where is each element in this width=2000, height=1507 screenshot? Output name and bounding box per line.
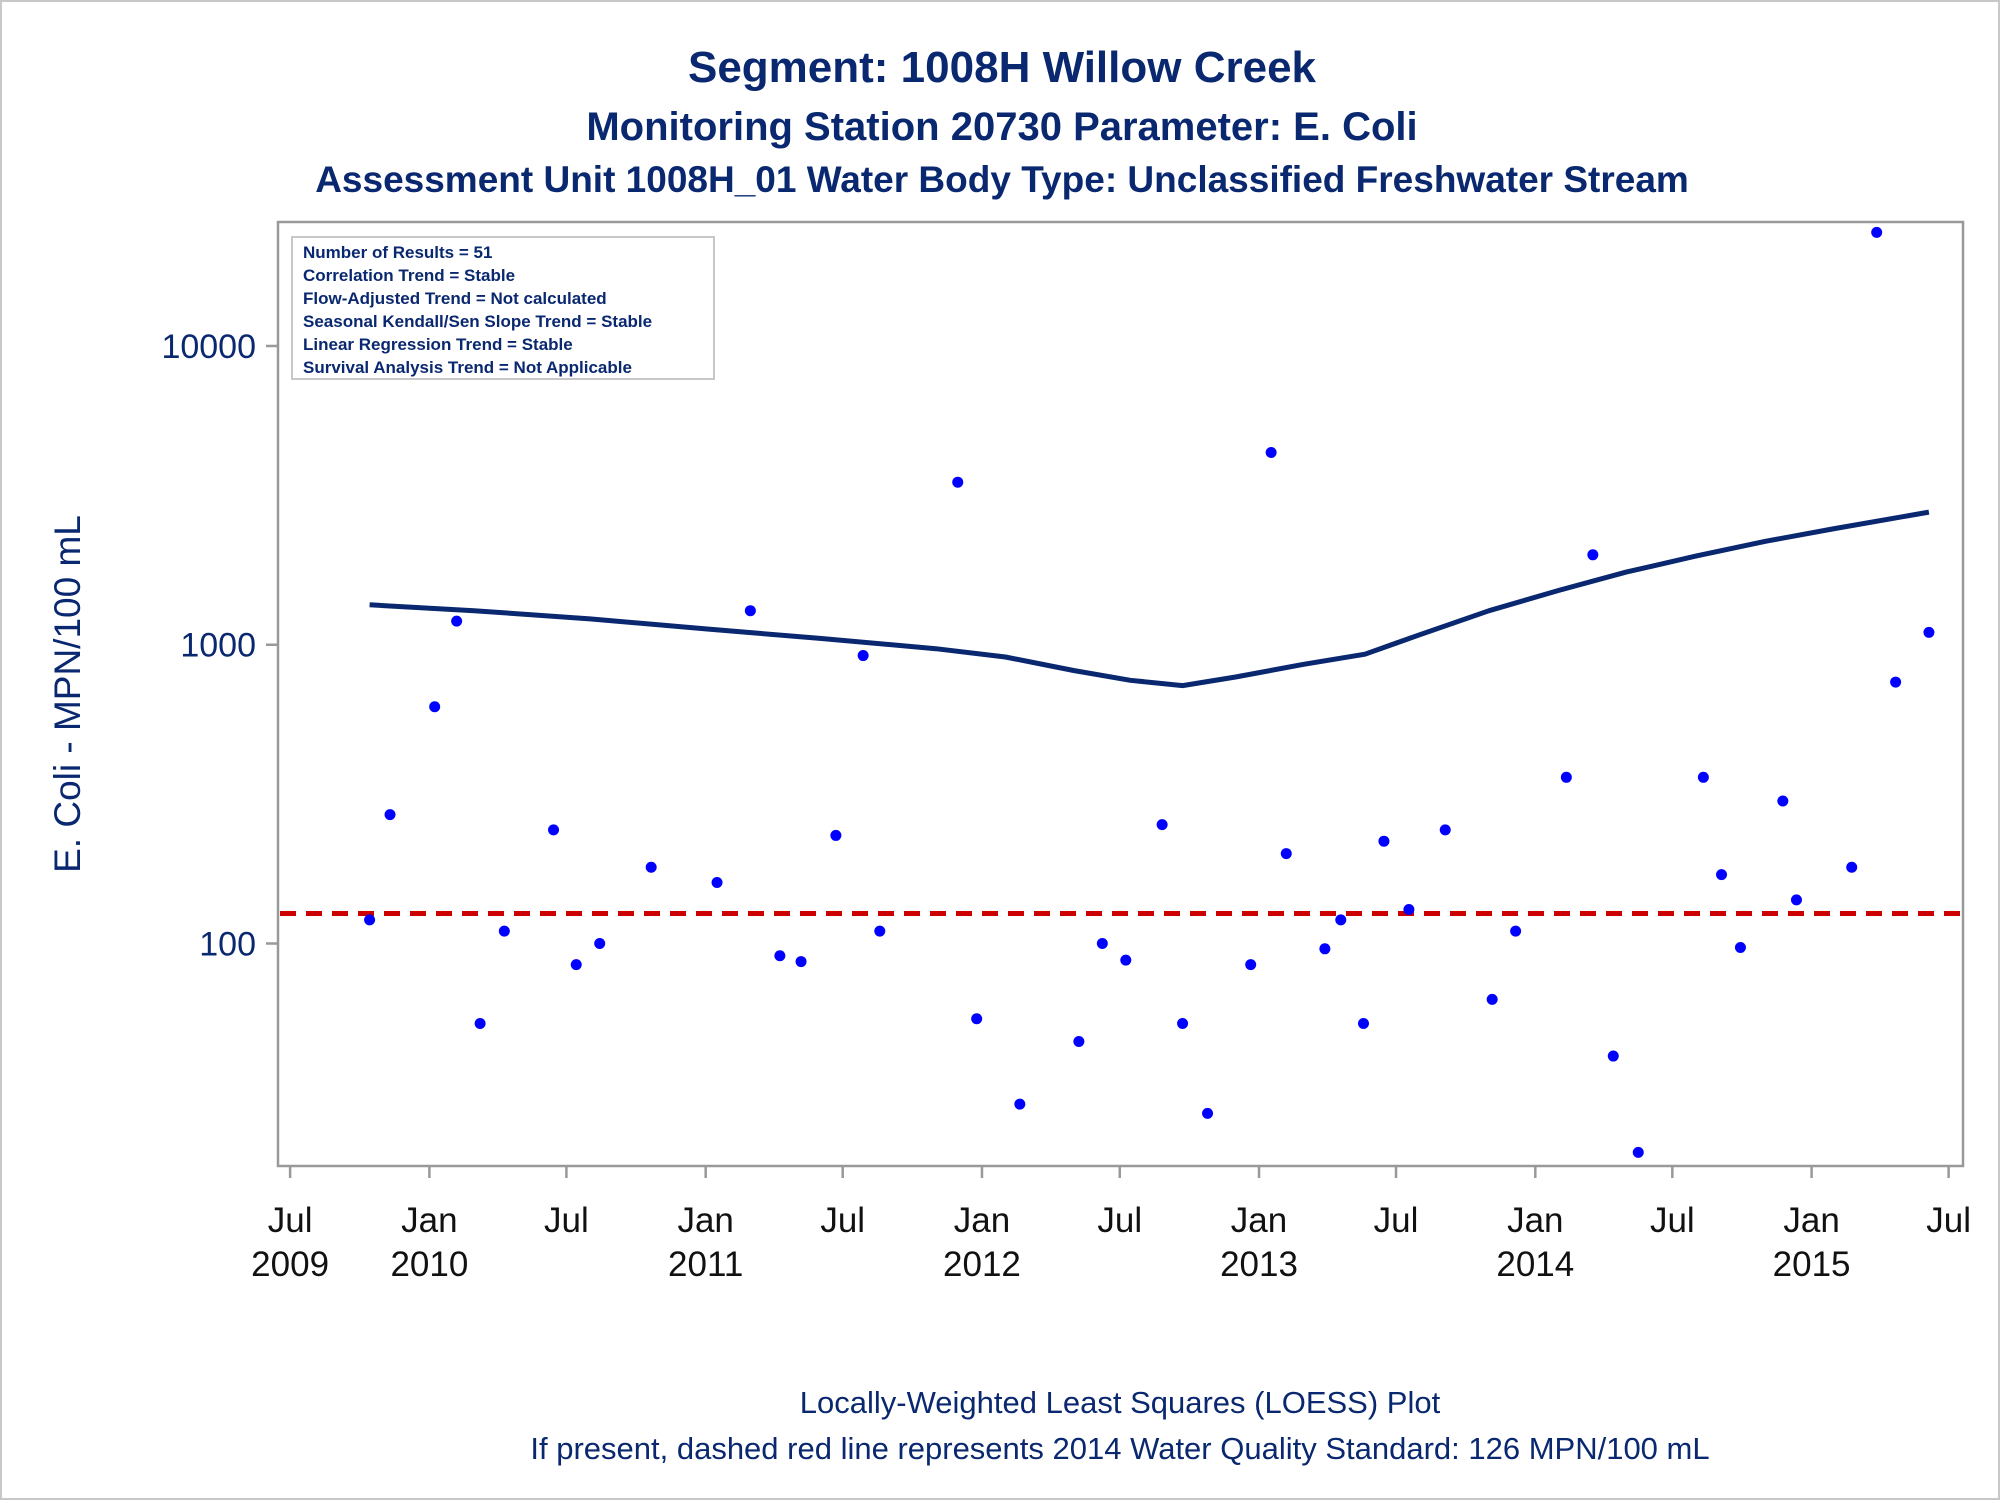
data-point [1790, 894, 1802, 906]
data-point [1120, 954, 1132, 966]
data-point [1632, 1146, 1644, 1158]
x-tick-month: Jul [1650, 1201, 1695, 1240]
data-point [498, 925, 510, 937]
data-point [570, 959, 582, 971]
data-point [1014, 1098, 1026, 1110]
data-point [1439, 824, 1451, 836]
x-tick-year: 2009 [251, 1245, 329, 1284]
data-point [1245, 959, 1257, 971]
x-tick-year: 2010 [390, 1245, 468, 1284]
data-point [474, 1017, 486, 1029]
x-tick-year: 2015 [1773, 1245, 1851, 1284]
y-tick-label: 100 [199, 926, 256, 964]
data-point [645, 861, 657, 873]
x-tick-month: Jan [1507, 1201, 1563, 1240]
data-point [857, 650, 869, 662]
info-line: Seasonal Kendall/Sen Slope Trend = Stabl… [303, 312, 652, 331]
data-point [1073, 1035, 1085, 1047]
data-point [429, 701, 441, 713]
data-point [1777, 795, 1789, 807]
data-point [364, 914, 376, 926]
x-tick-month: Jan [401, 1201, 457, 1240]
data-point [1486, 993, 1498, 1005]
x-tick-month: Jul [1097, 1201, 1142, 1240]
y-tick-label: 10000 [161, 328, 256, 366]
x-tick-month: Jan [1231, 1201, 1287, 1240]
x-tick-year: 2011 [668, 1245, 743, 1284]
trend-info-box: Number of Results = 51 Correlation Trend… [291, 236, 715, 380]
data-point [1587, 549, 1599, 561]
info-line: Correlation Trend = Stable [303, 266, 515, 285]
chart-title: Segment: 1008H Willow Creek [688, 43, 1317, 92]
data-point [1923, 626, 1935, 638]
info-line: Number of Results = 51 [303, 243, 492, 262]
footer-method: Locally-Weighted Least Squares (LOESS) P… [800, 1385, 1441, 1420]
y-axis-label: E. Coli - MPN/100 mL [47, 515, 88, 873]
data-point [1734, 941, 1746, 953]
data-point [1697, 771, 1709, 783]
data-point [1716, 869, 1728, 881]
data-point [971, 1013, 983, 1025]
info-line: Survival Analysis Trend = Not Applicable [303, 358, 632, 377]
data-point [1280, 848, 1292, 860]
x-tick-year: 2013 [1220, 1245, 1298, 1284]
x-tick-year: 2014 [1496, 1245, 1574, 1284]
data-point [1510, 925, 1522, 937]
data-point [594, 938, 606, 950]
data-point [711, 877, 723, 889]
data-point [795, 956, 807, 968]
x-tick-month: Jul [1374, 1201, 1419, 1240]
x-tick-year: 2012 [943, 1245, 1021, 1284]
data-point [1177, 1017, 1189, 1029]
x-tick-month: Jul [1926, 1201, 1971, 1240]
data-point [1871, 226, 1883, 238]
data-point [1560, 771, 1572, 783]
data-point [874, 925, 886, 937]
data-point [1607, 1050, 1619, 1062]
x-tick-month: Jan [954, 1201, 1010, 1240]
data-point [384, 809, 396, 821]
x-tick-month: Jan [677, 1201, 733, 1240]
data-point [1202, 1107, 1214, 1119]
x-tick-month: Jul [820, 1201, 865, 1240]
data-point [1265, 447, 1277, 459]
data-point [744, 605, 756, 617]
data-point [1335, 914, 1347, 926]
chart-subtitle-station: Monitoring Station 20730 Parameter: E. C… [586, 105, 1417, 149]
data-point [1156, 819, 1168, 831]
info-line: Linear Regression Trend = Stable [303, 335, 573, 354]
footer-standard-note: If present, dashed red line represents 2… [530, 1431, 1709, 1466]
x-tick-month: Jul [544, 1201, 589, 1240]
x-tick-month: Jul [268, 1201, 313, 1240]
info-box-border [291, 236, 715, 380]
chart-subtitle-assessment: Assessment Unit 1008H_01 Water Body Type… [315, 159, 1689, 200]
data-point [1890, 676, 1902, 688]
data-point [830, 829, 842, 841]
data-point [952, 476, 964, 488]
data-point [1403, 903, 1415, 915]
data-point [774, 950, 786, 962]
x-tick-month: Jan [1783, 1201, 1839, 1240]
data-point [1096, 938, 1108, 950]
data-point [1378, 835, 1390, 847]
data-point [1319, 943, 1331, 955]
y-axis: 100 1000 10000 [161, 328, 278, 964]
loess-trend-line [369, 509, 1930, 689]
data-point [548, 824, 560, 836]
info-line: Flow-Adjusted Trend = Not calculated [303, 289, 607, 308]
data-point [451, 615, 463, 627]
data-point [1846, 861, 1858, 873]
data-point [1357, 1017, 1369, 1029]
y-tick-label: 1000 [180, 627, 256, 665]
x-axis: Jul 2009 Jan 2010 Jul Jan 2011 Jul Jan 2012 Jul Jan… [251, 1166, 1971, 1284]
